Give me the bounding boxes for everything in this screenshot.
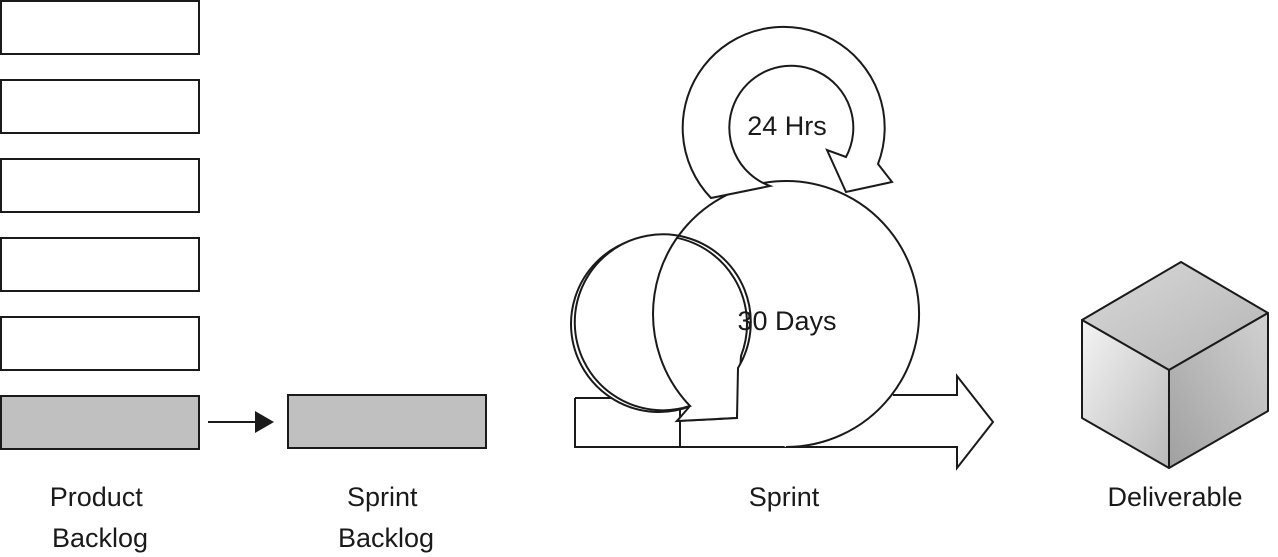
sprint-cycle-label: 30 Days	[737, 306, 836, 336]
sprint-backlog-item	[287, 394, 487, 449]
product-backlog-item	[0, 316, 200, 371]
product-backlog-item	[0, 0, 200, 55]
daily-cycle-label: 24 Hrs	[747, 111, 827, 141]
sprint-backlog-label: Sprint Backlog	[338, 482, 434, 553]
product-backlog-item	[0, 395, 200, 450]
product-backlog-label: Product Backlog	[50, 482, 151, 553]
daily-cycle-ring	[681, 25, 894, 200]
backlog-transfer-arrow	[208, 411, 274, 433]
product-backlog-item	[0, 237, 200, 292]
deliverable-label: Deliverable	[1107, 482, 1242, 512]
sprint-cycle-graphic: 24 Hrs 30 Days	[570, 25, 995, 471]
sprint-cycle-ring	[573, 180, 921, 448]
product-backlog-item	[0, 79, 200, 134]
deliverable-cube	[1081, 261, 1269, 469]
cube-right-face	[1168, 312, 1269, 469]
sprint-label: Sprint	[749, 482, 820, 512]
product-backlog-item	[0, 158, 200, 213]
product-backlog-stack	[0, 0, 200, 450]
